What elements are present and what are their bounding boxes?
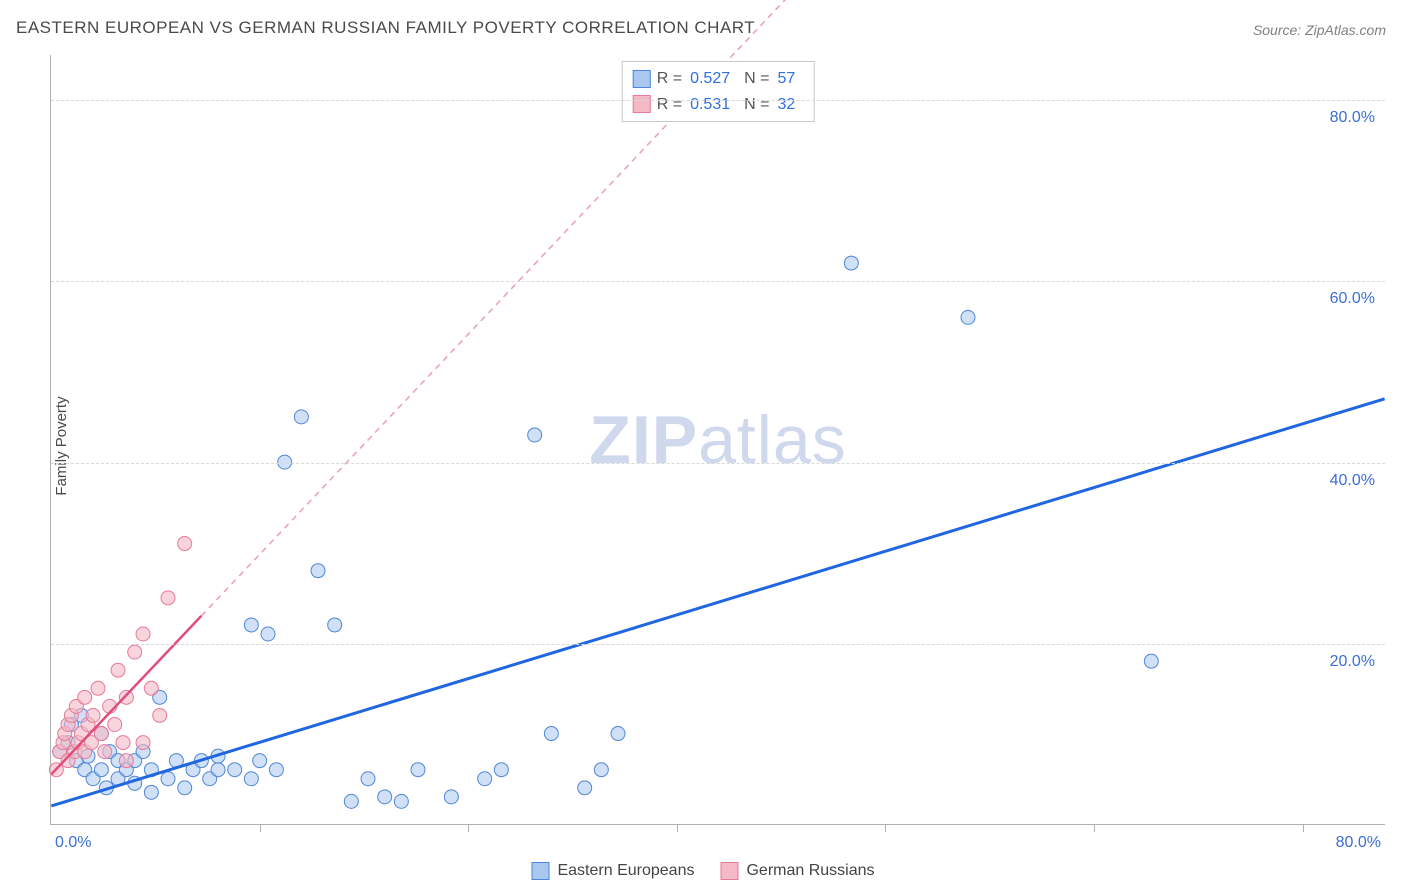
data-point	[119, 754, 133, 768]
n-value: 57	[777, 66, 795, 92]
gridline	[51, 463, 1385, 464]
data-point	[378, 790, 392, 804]
trend-line	[51, 616, 201, 774]
chart-plot-area: ZIPatlas R =0.527N =57R =0.531N =32 0.0%…	[50, 55, 1385, 825]
n-value: 32	[777, 92, 795, 118]
r-label: R =	[657, 66, 682, 92]
data-point	[611, 727, 625, 741]
x-tick	[885, 824, 886, 832]
data-point	[494, 763, 508, 777]
data-point	[78, 690, 92, 704]
data-point	[328, 618, 342, 632]
source-attribution: Source: ZipAtlas.com	[1253, 22, 1386, 38]
legend-swatch	[720, 862, 738, 880]
data-point	[361, 772, 375, 786]
data-point	[119, 690, 133, 704]
legend-swatch	[633, 95, 651, 113]
data-point	[98, 745, 112, 759]
data-point	[544, 727, 558, 741]
legend-label: Eastern Europeans	[557, 862, 694, 880]
correlation-legend-row: R = 0.531 N = 32	[633, 92, 804, 118]
data-point	[253, 754, 267, 768]
data-point	[161, 591, 175, 605]
data-point	[178, 537, 192, 551]
x-tick-label-max: 80.0%	[1336, 834, 1381, 852]
data-point	[136, 627, 150, 641]
legend-label: German Russians	[746, 862, 874, 880]
legend-swatch	[531, 862, 549, 880]
trend-line	[51, 399, 1384, 806]
data-point	[116, 736, 130, 750]
legend-item: Eastern Europeans	[531, 862, 694, 880]
legend-swatch	[633, 70, 651, 88]
data-point	[261, 627, 275, 641]
data-point	[411, 763, 425, 777]
data-point	[94, 727, 108, 741]
data-point	[844, 256, 858, 270]
gridline	[51, 100, 1385, 101]
x-tick	[677, 824, 678, 832]
data-point	[478, 772, 492, 786]
data-point	[144, 681, 158, 695]
data-point	[86, 708, 100, 722]
data-point	[136, 736, 150, 750]
data-point	[94, 763, 108, 777]
data-point	[108, 717, 122, 731]
r-value: 0.527	[690, 66, 730, 92]
data-point	[111, 663, 125, 677]
data-point	[961, 310, 975, 324]
data-point	[178, 781, 192, 795]
data-point	[578, 781, 592, 795]
data-point	[244, 772, 258, 786]
data-point	[128, 645, 142, 659]
x-tick	[1303, 824, 1304, 832]
data-point	[91, 681, 105, 695]
y-tick-label: 40.0%	[1330, 472, 1375, 490]
data-point	[244, 618, 258, 632]
y-tick-label: 80.0%	[1330, 109, 1375, 127]
y-tick-label: 60.0%	[1330, 290, 1375, 308]
x-tick	[468, 824, 469, 832]
legend-item: German Russians	[720, 862, 874, 880]
gridline	[51, 644, 1385, 645]
data-point	[594, 763, 608, 777]
y-tick-label: 20.0%	[1330, 653, 1375, 671]
data-point	[311, 564, 325, 578]
data-point	[153, 708, 167, 722]
r-label: R =	[657, 92, 682, 118]
data-point	[269, 763, 283, 777]
data-point	[294, 410, 308, 424]
r-value: 0.531	[690, 92, 730, 118]
data-point	[211, 763, 225, 777]
n-label: N =	[744, 66, 769, 92]
data-point	[528, 428, 542, 442]
x-tick-label-min: 0.0%	[55, 834, 91, 852]
data-point	[344, 794, 358, 808]
correlation-legend-row: R = 0.527 N = 57	[633, 66, 804, 92]
data-point	[144, 785, 158, 799]
chart-title: EASTERN EUROPEAN VS GERMAN RUSSIAN FAMIL…	[16, 18, 755, 38]
scatter-svg	[51, 55, 1385, 824]
data-point	[161, 772, 175, 786]
series-legend: Eastern Europeans German Russians	[531, 862, 874, 880]
data-point	[1144, 654, 1158, 668]
data-point	[394, 794, 408, 808]
x-tick	[1094, 824, 1095, 832]
n-label: N =	[744, 92, 769, 118]
gridline	[51, 281, 1385, 282]
x-tick	[260, 824, 261, 832]
correlation-legend: R = 0.527 N = 57 R = 0.531 N = 32	[622, 61, 815, 122]
data-point	[228, 763, 242, 777]
data-point	[444, 790, 458, 804]
